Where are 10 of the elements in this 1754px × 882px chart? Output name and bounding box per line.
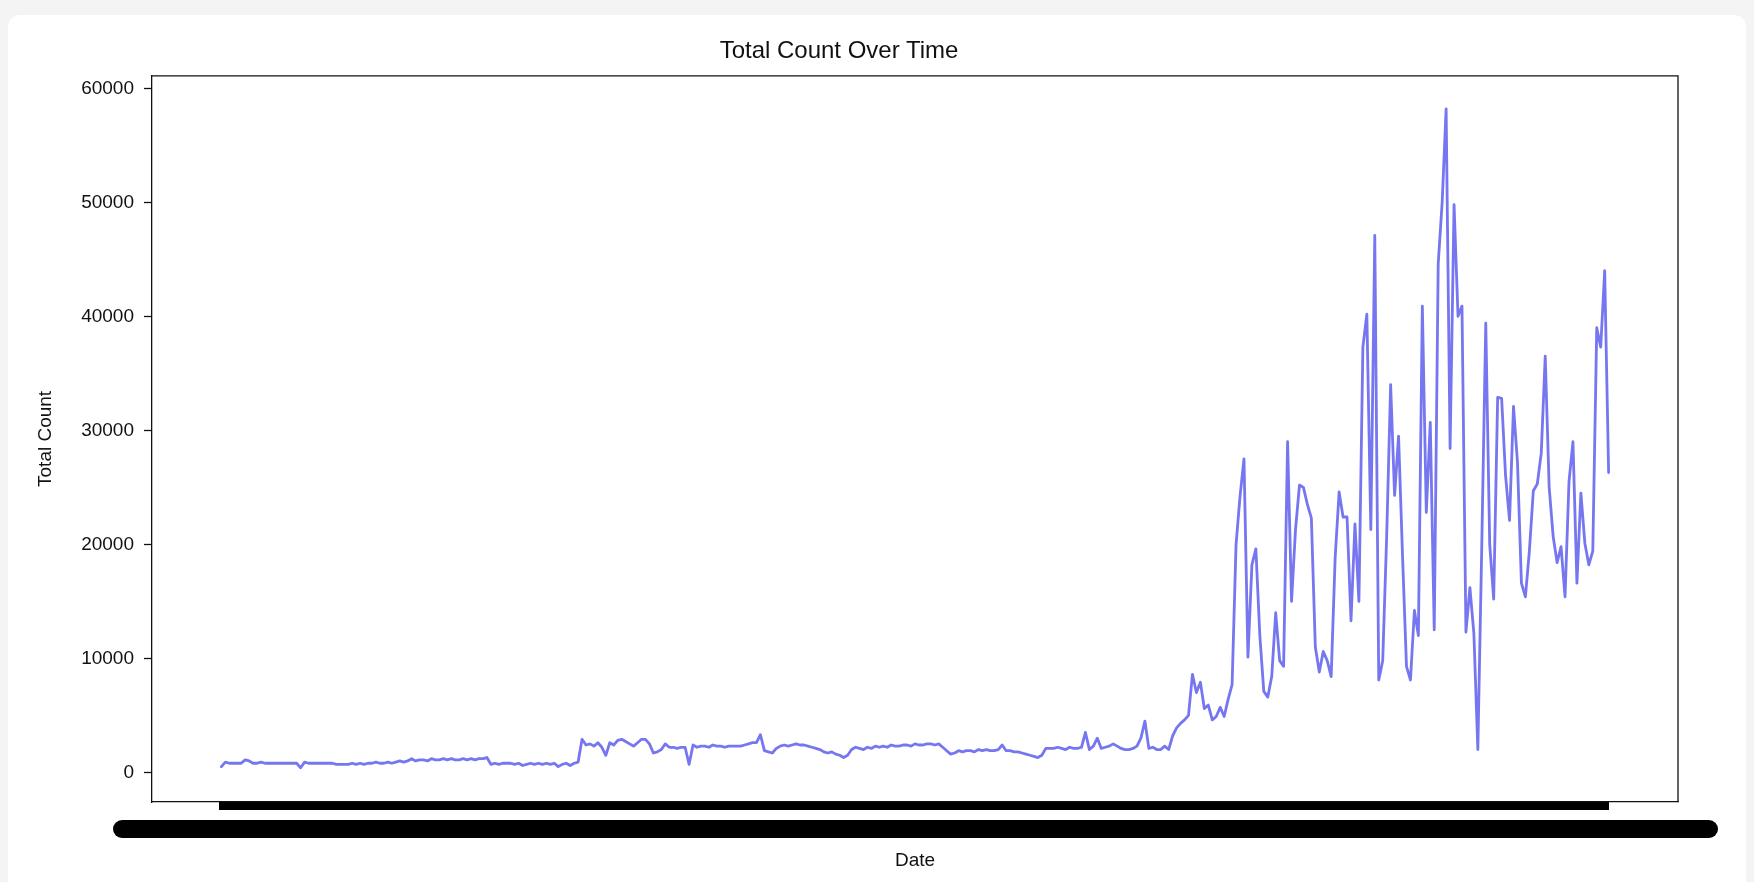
y-tick-label: 30000 <box>81 418 134 440</box>
y-tick-label: 10000 <box>81 646 134 668</box>
y-axis-title: Total Count <box>33 390 55 487</box>
y-tick-label: 20000 <box>81 532 134 554</box>
y-tick-label: 50000 <box>81 190 134 212</box>
chart-title: Total Count Over Time <box>719 36 959 64</box>
y-tick-label: 0 <box>123 760 134 782</box>
x-axis-title: Date <box>894 848 936 870</box>
y-tick-label: 60000 <box>81 76 134 98</box>
y-tick-label: 40000 <box>81 304 134 326</box>
